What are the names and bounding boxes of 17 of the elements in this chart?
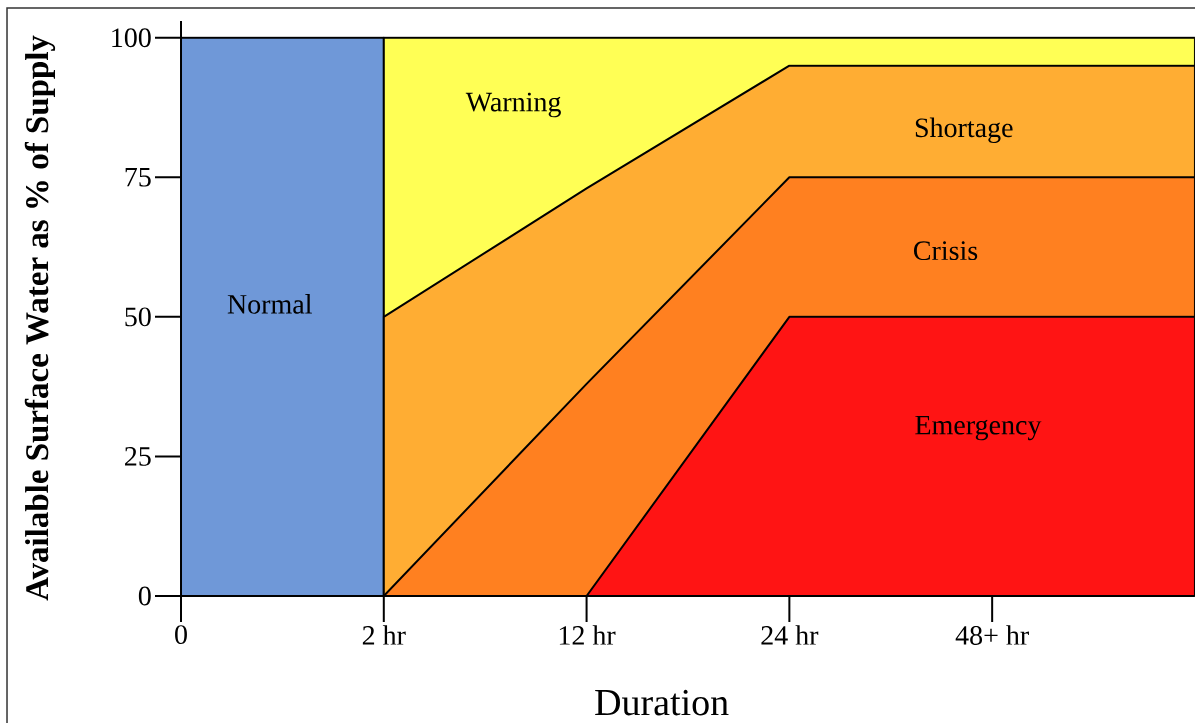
y-axis-title: Available Surface Water as % of Supply [24, 35, 56, 601]
y-tick-label: 0 [138, 586, 151, 606]
x-tick-label: 12 hr [559, 625, 616, 645]
series-label: Normal [227, 294, 312, 314]
y-tick-label: 75 [125, 168, 151, 187]
y-tick-label: 25 [125, 447, 151, 466]
series-label: Crisis [913, 241, 978, 261]
y-tick-label: 50 [125, 307, 151, 327]
x-axis-title: Duration [595, 689, 729, 716]
series-label: Shortage [915, 117, 1013, 143]
x-tick-label: 48+ hr [955, 625, 1029, 645]
series-label: Emergency [915, 415, 1042, 441]
series-label: Warning [465, 92, 561, 118]
x-tick-label: 0 [175, 625, 187, 645]
x-tick-label: 24 hr [761, 625, 819, 645]
x-tick-label: 2 hr [362, 625, 406, 645]
y-tick-label: 100 [112, 28, 151, 48]
